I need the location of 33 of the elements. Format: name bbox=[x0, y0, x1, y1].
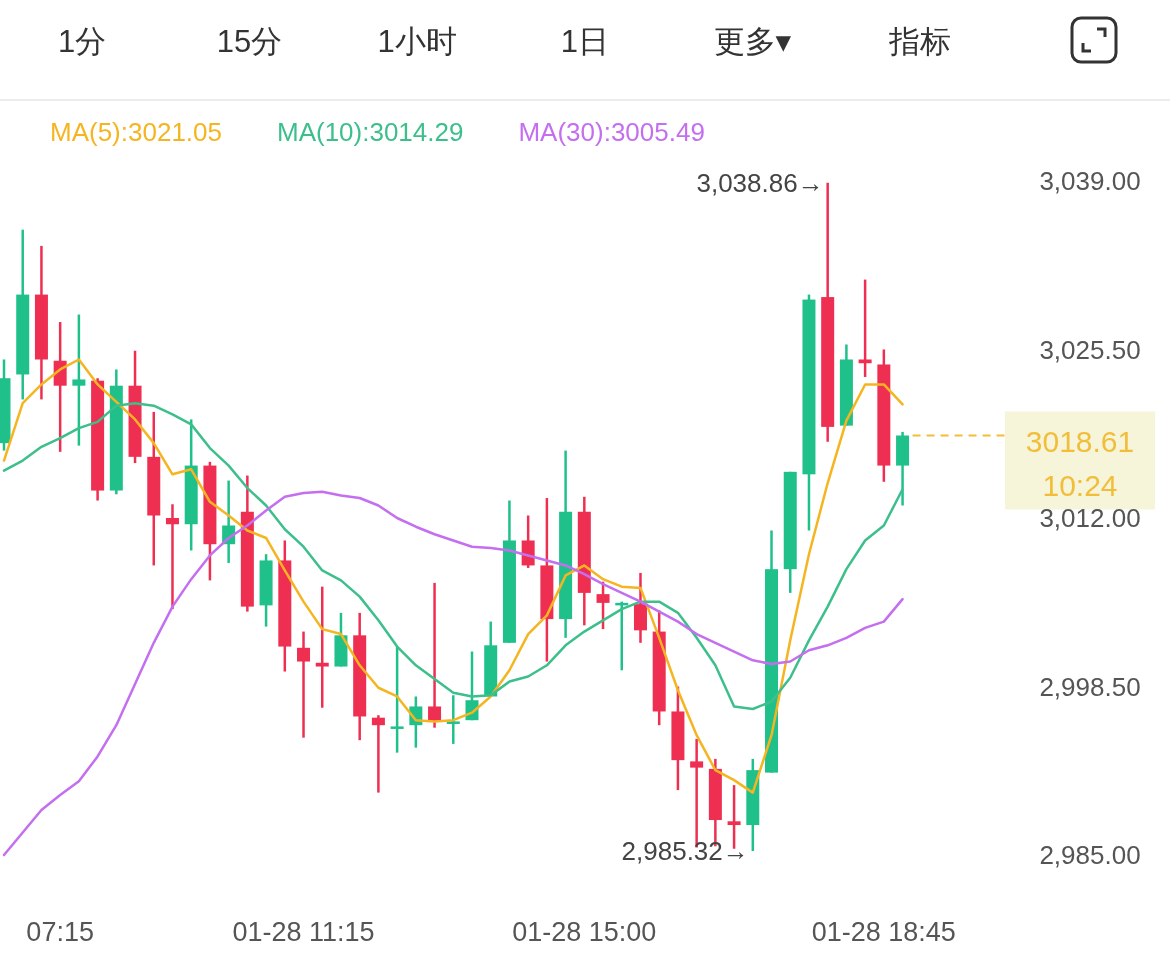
candlestick bbox=[72, 313, 86, 447]
candlestick bbox=[390, 645, 404, 754]
x-tick-label: 01-28 18:45 bbox=[811, 917, 956, 947]
annotation: 3,038.86→ bbox=[696, 167, 824, 198]
candlestick bbox=[165, 503, 179, 611]
text: 指标 bbox=[888, 24, 951, 59]
text: 15分 bbox=[216, 24, 283, 59]
text: 1日 bbox=[560, 24, 609, 59]
line-series bbox=[2, 401, 904, 711]
text: MA(30):3005.49 bbox=[518, 117, 705, 147]
candlestick bbox=[596, 580, 610, 631]
text: 更多▾ bbox=[713, 24, 792, 59]
ref-line-label: 3018.61 10:24 bbox=[1025, 425, 1135, 503]
candlestick bbox=[371, 713, 385, 794]
y-tick-label: 3,025.50 bbox=[1039, 334, 1141, 365]
text: MA(5):3021.05 bbox=[50, 117, 222, 147]
y-tick-label: 2,985.00 bbox=[1039, 840, 1141, 870]
annotation: 2,985.32→ bbox=[621, 836, 749, 867]
candlestick bbox=[446, 693, 460, 746]
x-tick-label: 01-28 15:00 bbox=[512, 917, 657, 947]
candlestick bbox=[858, 278, 872, 379]
text: 1小时 bbox=[377, 24, 457, 59]
x-tick-label: 01-28 11:15 bbox=[232, 917, 375, 947]
y-tick-label: 2,998.50 bbox=[1039, 671, 1141, 702]
candlestick bbox=[428, 581, 442, 729]
y-tick-label: 3,039.00 bbox=[1039, 166, 1141, 196]
text: MA(10):3014.29 bbox=[276, 117, 464, 147]
candlestick bbox=[315, 585, 329, 709]
candlestick bbox=[297, 630, 311, 739]
text: 1分 bbox=[57, 24, 107, 59]
x-tick-label: 07:15 bbox=[26, 917, 94, 947]
y-tick-label: 3,012.00 bbox=[1039, 503, 1141, 533]
line-series bbox=[2, 358, 904, 794]
